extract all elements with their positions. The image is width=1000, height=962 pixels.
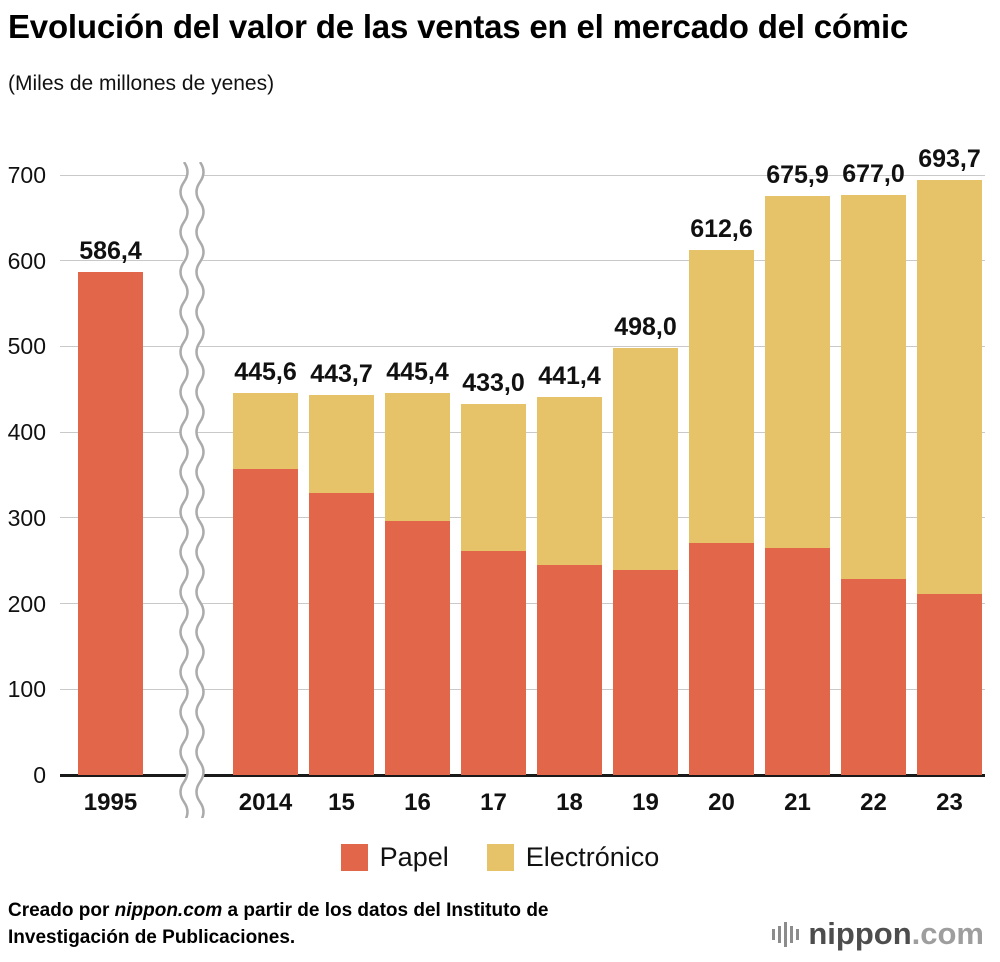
y-axis-tick-label: 400 — [7, 419, 46, 446]
bar-1995: 586,4 — [78, 237, 143, 775]
stacked-bar-chart: 0 100 200 300 400 500 600 700 586,4 1995 445,6 2014… — [0, 145, 1000, 820]
y-axis-tick-label: 300 — [7, 504, 46, 531]
page-title: Evolución del valor de las ventas en el … — [8, 8, 909, 45]
bar-21: 675,9 — [765, 161, 830, 775]
x-axis-tick-label: 22 — [860, 789, 887, 816]
bar-segment-papel — [765, 548, 830, 775]
y-gridline — [60, 345, 985, 347]
bar-segment-papel — [917, 594, 982, 775]
bar-total-label: 498,0 — [614, 313, 677, 342]
credit-source: nippon.com — [114, 900, 223, 921]
bar-total-label: 675,9 — [766, 160, 829, 189]
nippon-logo: nippon .com — [771, 916, 984, 952]
y-axis-tick-label: 600 — [7, 247, 46, 274]
bar-16: 445,4 — [385, 358, 450, 775]
legend-label-electronico: Electrónico — [525, 842, 660, 872]
bar-segment-papel — [689, 543, 754, 775]
bar-segment-electronico — [461, 403, 526, 551]
bar-total-label: 433,0 — [462, 368, 525, 397]
legend-label-papel: Papel — [379, 842, 449, 872]
nippon-logo-text: nippon — [808, 916, 912, 951]
bar-segment-papel — [841, 578, 906, 775]
bar-2014: 445,6 — [233, 358, 298, 775]
nippon-logo-suffix: .com — [911, 916, 984, 951]
y-axis-tick-label: 100 — [7, 676, 46, 703]
bar-total-label: 586,4 — [79, 237, 142, 266]
bar-segment-electronico — [309, 394, 374, 494]
bar-22: 677,0 — [841, 160, 906, 775]
legend-swatch-electronico — [486, 844, 514, 871]
credit-prefix: Creado por — [8, 900, 115, 921]
bar-segment-papel — [537, 565, 602, 775]
y-axis-tick-label: 700 — [7, 162, 46, 188]
chart-header: Evolución del valor de las ventas en el … — [8, 0, 908, 96]
x-axis-tick-label: 18 — [556, 789, 583, 816]
bar-segment-electronico — [537, 396, 602, 566]
x-axis-tick-label: 17 — [480, 789, 507, 816]
legend-item-electronico: Electrónico — [486, 842, 660, 873]
bar-15: 443,7 — [309, 360, 374, 775]
bar-total-label: 445,6 — [234, 358, 297, 387]
x-axis-tick-label: 15 — [328, 789, 355, 816]
x-axis-tick-label: 19 — [632, 789, 659, 816]
bar-total-label: 441,4 — [538, 361, 601, 390]
bar-segment-electronico — [689, 249, 754, 544]
bar-segment-papel — [78, 272, 143, 775]
bar-segment-electronico — [233, 393, 298, 470]
bar-19: 498,0 — [613, 313, 678, 775]
bar-total-label: 612,6 — [690, 214, 753, 243]
plot-area: 0 100 200 300 400 500 600 700 586,4 1995 445,6 2014… — [8, 145, 985, 816]
bar-20: 612,6 — [689, 215, 754, 775]
bar-segment-papel — [309, 493, 374, 775]
bar-segment-electronico — [917, 180, 982, 595]
legend-item-papel: Papel — [340, 842, 449, 873]
bar-total-label: 445,4 — [386, 358, 449, 387]
bar-17: 433,0 — [461, 369, 526, 775]
x-axis-tick-label: 16 — [404, 789, 431, 816]
bar-total-label: 693,7 — [918, 145, 981, 174]
bar-segment-papel — [461, 550, 526, 775]
bar-segment-papel — [233, 469, 298, 775]
x-axis-tick-label: 1995 — [83, 789, 138, 816]
y-gridline — [60, 174, 985, 176]
axis-units-label: (Miles de millones de yenes) — [8, 72, 275, 96]
bar-total-label: 443,7 — [310, 359, 373, 388]
credit-text: Creado por nippon.com a partir de los da… — [8, 898, 668, 951]
x-axis-tick-label: 20 — [708, 789, 735, 816]
bar-segment-electronico — [841, 194, 906, 579]
x-axis-tick-label: 23 — [936, 789, 963, 816]
bar-segment-electronico — [385, 393, 450, 522]
bar-segment-papel — [385, 521, 450, 775]
bar-18: 441,4 — [537, 362, 602, 775]
nippon-logo-icon — [771, 921, 800, 947]
bar-23: 693,7 — [917, 145, 982, 775]
y-axis-tick-label: 0 — [33, 762, 46, 788]
y-axis-tick-label: 500 — [7, 333, 46, 360]
x-axis-tick-label: 21 — [784, 789, 811, 816]
bar-segment-electronico — [613, 348, 678, 571]
bar-total-label: 677,0 — [842, 159, 905, 188]
y-gridline — [60, 260, 985, 262]
bar-segment-electronico — [765, 195, 830, 549]
chart-legend: Papel Electrónico — [0, 842, 1000, 873]
credit-suffix: a partir de los datos del Instituto de I… — [8, 900, 549, 948]
bar-segment-papel — [613, 570, 678, 775]
x-axis-line — [60, 773, 985, 777]
y-axis-tick-label: 200 — [7, 590, 46, 617]
legend-swatch-papel — [340, 844, 368, 871]
x-axis-tick-label: 2014 — [238, 789, 293, 816]
